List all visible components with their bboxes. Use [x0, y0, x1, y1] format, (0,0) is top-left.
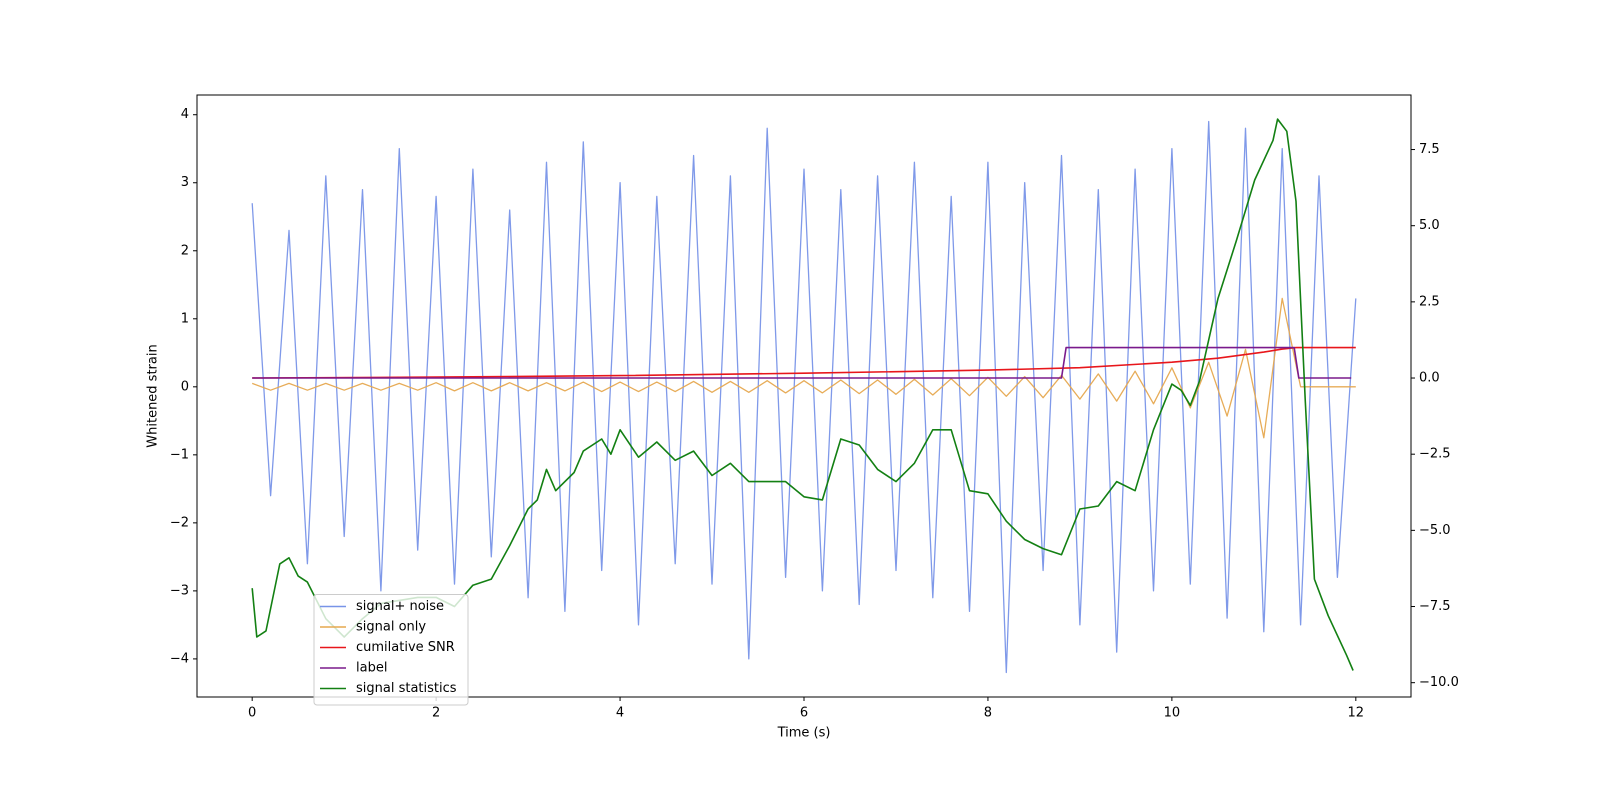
y-tick-label: −1	[170, 447, 189, 462]
x-tick-label: 2	[432, 706, 440, 721]
legend-label: label	[356, 661, 387, 676]
x-axis-label: Time (s)	[777, 726, 831, 741]
x-tick-label: 10	[1164, 706, 1181, 721]
legend-label: signal+ noise	[356, 599, 444, 614]
y-tick-label: 1	[181, 311, 189, 326]
legend-label: signal only	[356, 620, 426, 635]
x-tick-label: 12	[1348, 706, 1365, 721]
series-line	[251, 120, 1357, 674]
legend: signal+ noise signal only cumilative SNR la…	[313, 594, 469, 706]
x-tick-label: 8	[984, 706, 992, 721]
y-axis-label: Whitened strain	[146, 344, 161, 447]
x-tick-label: 4	[616, 706, 624, 721]
y-tick-label: 2	[181, 243, 189, 258]
legend-label: cumilative SNR	[356, 640, 455, 655]
y-tick-label: −4	[170, 651, 189, 666]
x-tick-label: 0	[248, 706, 256, 721]
y2-tick-label: −7.5	[1419, 599, 1451, 614]
legend-box	[313, 594, 469, 706]
series-line	[251, 297, 1356, 439]
y2-tick-label: −10.0	[1419, 675, 1459, 690]
y2-tick-label: −2.5	[1419, 447, 1451, 462]
legend-label: signal statistics	[356, 681, 457, 696]
series-line	[252, 346, 1352, 379]
y-tick-label: −2	[170, 515, 189, 530]
y-tick-label: 0	[181, 379, 189, 394]
y2-tick-label: 7.5	[1419, 142, 1440, 157]
y2-tick-label: 2.5	[1419, 294, 1440, 309]
y2-tick-label: 5.0	[1419, 218, 1440, 233]
y-tick-label: 3	[181, 175, 189, 190]
y-tick-label: −3	[170, 583, 189, 598]
y2-tick-label: 0.0	[1419, 371, 1440, 386]
series-line	[252, 346, 1356, 379]
x-tick-label: 6	[800, 706, 808, 721]
y2-tick-label: −5.0	[1419, 523, 1451, 538]
y-tick-label: 4	[181, 107, 189, 122]
